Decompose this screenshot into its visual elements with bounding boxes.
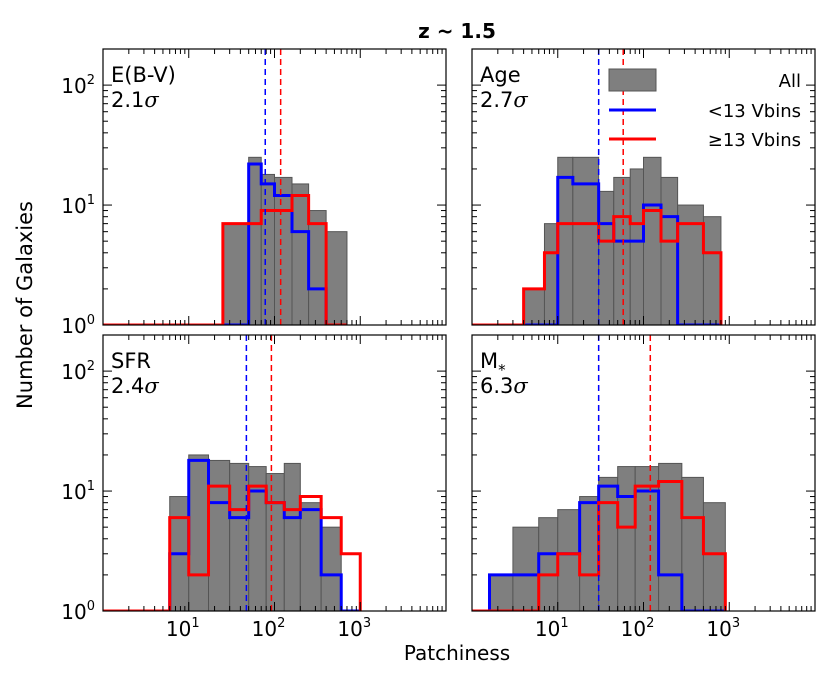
x-tick-label: 103: [706, 616, 740, 641]
bar-all: [702, 216, 722, 325]
x-tick-label: 102: [621, 616, 655, 641]
bar-all: [208, 459, 231, 611]
bar-all: [660, 176, 679, 325]
step-line-low-vbins: [472, 175, 721, 325]
bar-all: [629, 168, 645, 325]
bar-all: [260, 173, 276, 325]
y-tick-label: 102: [61, 73, 95, 98]
bar-all: [538, 517, 559, 611]
bar-all: [188, 454, 210, 611]
plot-area: [472, 49, 723, 325]
legend: All <13 Vbins ≥13 Vbins: [608, 68, 801, 151]
bar-all: [308, 210, 327, 325]
step-line-high-vbins: [103, 484, 362, 611]
y-tick-label: 100: [61, 599, 95, 624]
bar-all: [291, 183, 310, 325]
bar-all: [512, 526, 540, 611]
bar-all: [643, 156, 662, 325]
bar-all: [557, 509, 581, 611]
bar-all: [265, 473, 285, 611]
step-line-high-vbins: [103, 194, 347, 325]
y-tick-label: 101: [61, 193, 95, 218]
bar-all: [617, 466, 636, 611]
x-tick-label: 101: [535, 616, 569, 641]
x-tick-label: 102: [252, 616, 286, 641]
x-axis-label: Patchiness: [404, 641, 510, 665]
step-line-high-vbins: [472, 209, 723, 325]
plot-area: [103, 335, 362, 611]
bar-all: [681, 476, 704, 611]
bar-all: [325, 231, 348, 325]
bar-all: [598, 190, 615, 325]
step-line-low-vbins: [103, 162, 347, 325]
panel-label: E(B-V): [111, 63, 176, 87]
bar-all: [222, 223, 250, 325]
bar-all: [557, 156, 574, 325]
y-tick-label: 102: [61, 359, 95, 384]
bar-all: [658, 462, 683, 611]
panel-significance: 6.3σ: [480, 374, 528, 398]
bar-all: [489, 574, 514, 611]
x-tick-label: 103: [337, 616, 371, 641]
bar-all: [523, 288, 545, 325]
plot-area: [472, 335, 727, 611]
panel-significance: 2.1σ: [111, 88, 159, 112]
bar-all: [579, 496, 600, 611]
bar-all: [702, 502, 726, 611]
panel-significance: 2.4σ: [111, 374, 159, 398]
bar-all: [543, 223, 559, 325]
bar-all: [634, 466, 660, 611]
legend-entry: ≥13 Vbins: [708, 130, 801, 151]
panel-label: Age: [480, 63, 521, 87]
y-tick-label: 100: [61, 313, 95, 338]
panel-e-b-v-: 100 101 102 E(B-V)2.1σ: [61, 48, 447, 338]
bar-all: [320, 526, 342, 611]
panel-label: M*: [480, 349, 506, 379]
plot-area: [103, 49, 348, 325]
bar-all: [248, 156, 262, 325]
step-line-low-vbins: [472, 484, 726, 611]
panel-significance: 2.7σ: [480, 88, 528, 112]
step-line-high-vbins: [472, 480, 727, 611]
panel-m-: 101 102 103 M*6.3σ: [471, 334, 816, 641]
bar-all: [283, 462, 301, 611]
x-tick-label: 101: [166, 616, 200, 641]
bar-all: [613, 176, 631, 325]
legend-entry: <13 Vbins: [708, 101, 801, 122]
legend-swatch-all: [608, 68, 657, 92]
bar-all: [274, 176, 293, 325]
bar-all: [248, 466, 267, 611]
bar-all: [299, 502, 322, 611]
bar-all: [598, 476, 619, 611]
figure-title: z ~ 1.5: [418, 19, 496, 43]
y-axis-label: Number of Galaxies: [13, 201, 37, 409]
legend-entry: All: [779, 71, 801, 92]
panel-label: SFR: [111, 349, 151, 373]
y-tick-label: 101: [61, 479, 95, 504]
